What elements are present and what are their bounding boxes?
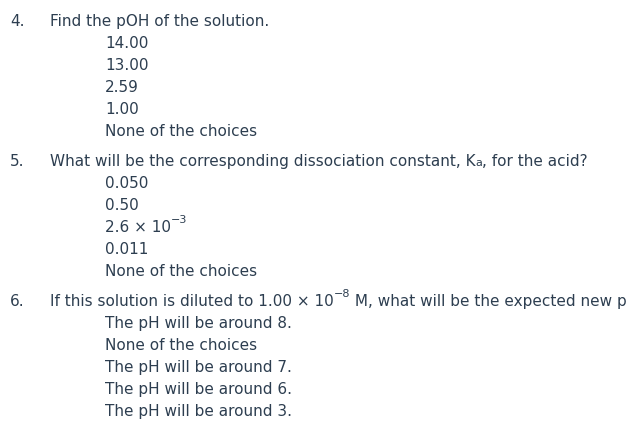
Text: 13.00: 13.00 (105, 58, 149, 73)
Text: −8: −8 (334, 289, 350, 299)
Text: 0.011: 0.011 (105, 242, 149, 257)
Text: 4.: 4. (10, 14, 24, 29)
Text: 14.00: 14.00 (105, 36, 149, 51)
Text: None of the choices: None of the choices (105, 338, 257, 353)
Text: What will be the corresponding dissociation constant, K: What will be the corresponding dissociat… (50, 154, 476, 169)
Text: 0.50: 0.50 (105, 198, 139, 213)
Text: , for the acid?: , for the acid? (483, 154, 588, 169)
Text: If this solution is diluted to 1.00 × 10: If this solution is diluted to 1.00 × 10 (50, 294, 334, 309)
Text: The pH will be around 3.: The pH will be around 3. (105, 404, 292, 419)
Text: 5.: 5. (10, 154, 24, 169)
Text: a: a (476, 158, 483, 168)
Text: 2.59: 2.59 (105, 80, 139, 95)
Text: M, what will be the expected new pH?: M, what will be the expected new pH? (350, 294, 627, 309)
Text: The pH will be around 8.: The pH will be around 8. (105, 316, 292, 331)
Text: None of the choices: None of the choices (105, 124, 257, 139)
Text: None of the choices: None of the choices (105, 264, 257, 279)
Text: 1.00: 1.00 (105, 102, 139, 117)
Text: 0.050: 0.050 (105, 176, 149, 191)
Text: The pH will be around 6.: The pH will be around 6. (105, 382, 292, 397)
Text: 6.: 6. (10, 294, 24, 309)
Text: The pH will be around 7.: The pH will be around 7. (105, 360, 292, 375)
Text: −3: −3 (171, 215, 187, 225)
Text: Find the pOH of the solution.: Find the pOH of the solution. (50, 14, 269, 29)
Text: 2.6 × 10: 2.6 × 10 (105, 220, 171, 235)
